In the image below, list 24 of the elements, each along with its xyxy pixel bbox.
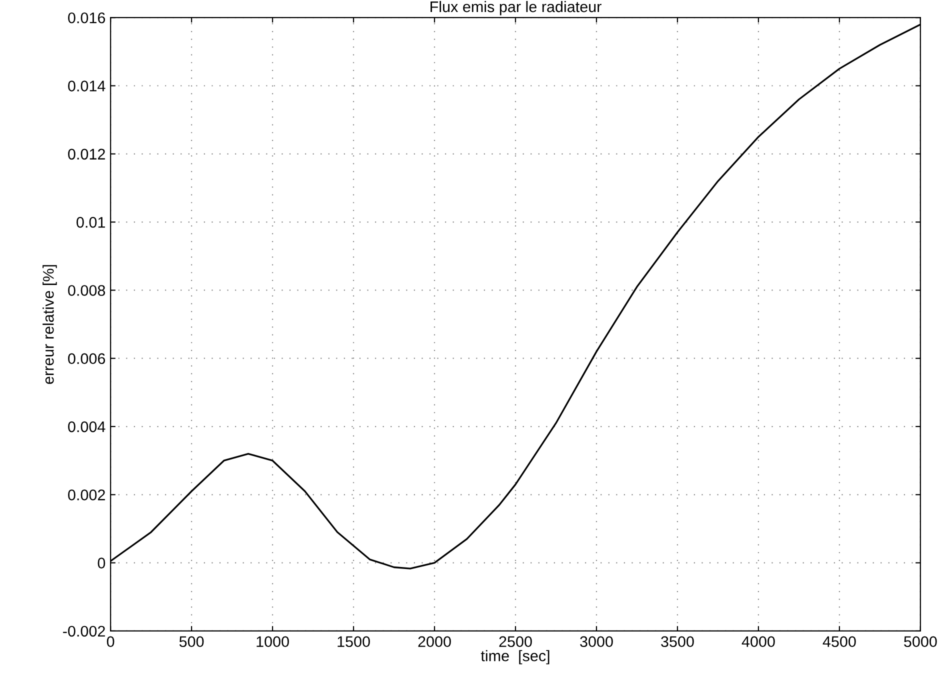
chart-title: Flux emis par le radiateur (430, 0, 602, 16)
x-tick-label: 500 (179, 636, 204, 648)
x-tick-label: 2500 (499, 636, 532, 648)
x-tick-label: 2000 (418, 636, 451, 648)
y-tick-label: 0.008 (68, 285, 106, 296)
y-tick-label: 0.01 (76, 216, 105, 228)
x-tick-label: 4000 (742, 636, 775, 648)
y-axis-title: erreur relative [%] (42, 265, 57, 384)
x-axis-title: time [sec] (480, 650, 550, 664)
y-tick-label: 0 (98, 558, 106, 568)
y-tick-label: -0.002 (63, 626, 105, 637)
y-tick-label: 0.016 (68, 12, 106, 24)
x-tick-label: 1000 (256, 636, 289, 648)
x-tick-label: 5000 (904, 636, 937, 648)
x-tick-label: 1500 (338, 636, 370, 648)
x-tick-label: 4500 (822, 636, 856, 648)
x-tick-label: 3500 (661, 636, 694, 648)
y-tick-label: 0.012 (68, 148, 105, 160)
y-tick-label: 0.014 (68, 80, 106, 92)
y-tick-label: 0.002 (68, 490, 105, 500)
y-tick-label: 0.006 (68, 353, 106, 364)
x-tick-label: 0 (106, 636, 114, 648)
y-tick-label: 0.004 (68, 421, 106, 432)
x-tick-label: 3000 (580, 636, 613, 648)
